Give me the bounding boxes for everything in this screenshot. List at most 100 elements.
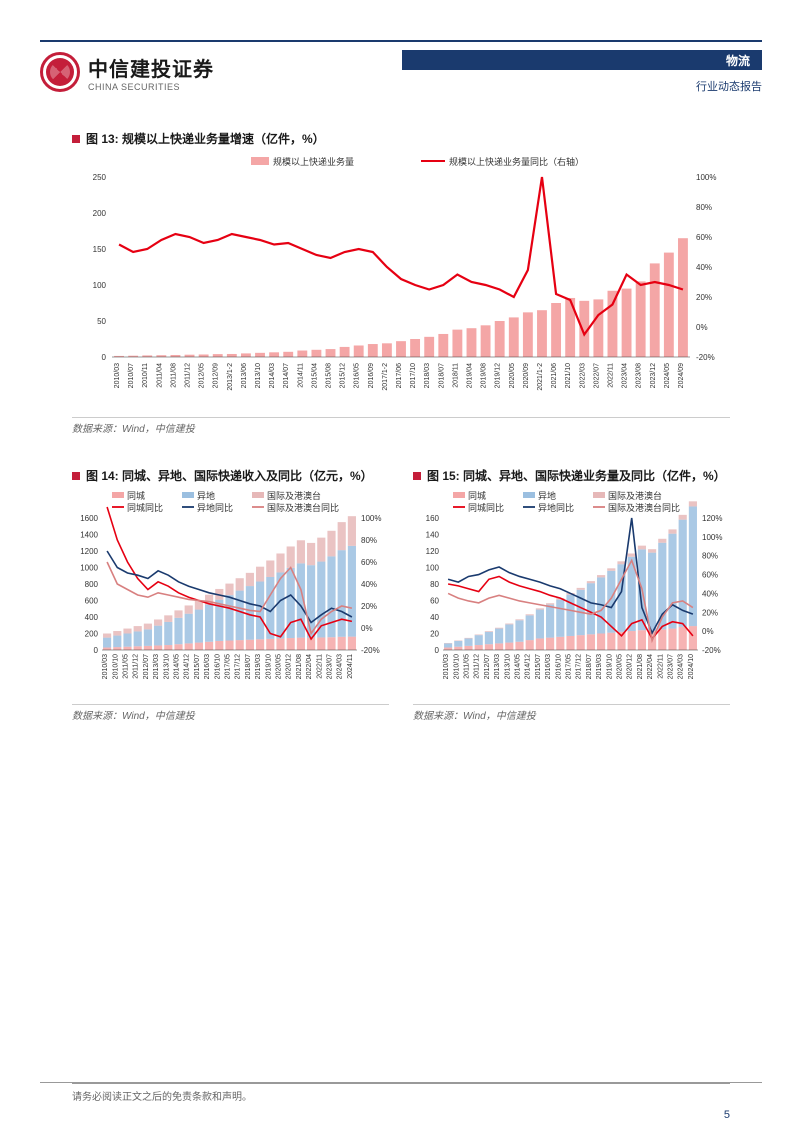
svg-text:2015/04: 2015/04 (311, 363, 318, 388)
svg-text:-20%: -20% (361, 646, 380, 655)
svg-text:2011/12: 2011/12 (185, 363, 192, 388)
svg-text:2022/11: 2022/11 (316, 654, 323, 679)
svg-text:0%: 0% (696, 323, 708, 332)
svg-text:120: 120 (426, 547, 440, 556)
svg-text:2021/06: 2021/06 (551, 363, 558, 388)
svg-text:150: 150 (93, 245, 107, 254)
svg-text:120%: 120% (702, 514, 722, 523)
svg-text:2021/10: 2021/10 (565, 363, 572, 388)
brand-logo-icon (40, 52, 80, 92)
svg-text:异地同比: 异地同比 (538, 502, 574, 513)
svg-text:2016/03: 2016/03 (545, 654, 552, 679)
svg-text:2012/09: 2012/09 (213, 363, 220, 388)
svg-text:2011/12: 2011/12 (133, 654, 140, 679)
brand-name-cn: 中信建投证券 (88, 53, 214, 82)
svg-text:-20%: -20% (696, 353, 715, 362)
svg-text:2021/1-2: 2021/1-2 (537, 363, 544, 391)
chart15-svg: 同城异地国际及港澳台同城同比异地同比国际及港澳台同比02040608010012… (413, 490, 730, 700)
svg-text:2011/08: 2011/08 (170, 363, 177, 388)
svg-text:2019/04: 2019/04 (466, 363, 473, 388)
chart13-wrap: 图 13: 规模以上快递业务量增速（亿件，%） 规模以上快递业务量规模以上快递业… (72, 130, 730, 435)
chart15-source: 数据来源：Wind，中信建投 (413, 704, 730, 722)
svg-text:2023/07: 2023/07 (327, 654, 334, 679)
svg-text:2020/12: 2020/12 (286, 654, 293, 679)
svg-text:2010/03: 2010/03 (443, 654, 450, 679)
svg-text:100: 100 (93, 281, 107, 290)
svg-text:2013/03: 2013/03 (494, 654, 501, 679)
chart13-title: 图 13: 规模以上快递业务量增速（亿件，%） (86, 130, 325, 147)
svg-text:2022/11: 2022/11 (657, 654, 664, 679)
svg-text:2014/07: 2014/07 (283, 363, 290, 388)
svg-text:2018/07: 2018/07 (245, 654, 252, 679)
svg-text:2015/08: 2015/08 (326, 363, 333, 388)
svg-text:同城: 同城 (127, 491, 145, 501)
chart14-source: 数据来源：Wind，中信建投 (72, 704, 389, 722)
svg-text:2022/07: 2022/07 (593, 363, 600, 388)
page-content: 图 13: 规模以上快递业务量增速（亿件，%） 规模以上快递业务量规模以上快递业… (72, 130, 730, 754)
svg-text:2022/04: 2022/04 (647, 654, 654, 679)
svg-text:2019/03: 2019/03 (255, 654, 262, 679)
svg-text:60%: 60% (361, 558, 377, 567)
svg-text:40%: 40% (361, 580, 377, 589)
svg-text:2024/05: 2024/05 (664, 363, 671, 388)
svg-text:60%: 60% (696, 233, 712, 242)
svg-text:2024/03: 2024/03 (678, 654, 685, 679)
svg-text:0%: 0% (702, 627, 714, 636)
svg-text:规模以上快递业务量: 规模以上快递业务量 (273, 156, 354, 167)
chart14-svg: 同城异地国际及港澳台同城同比异地同比国际及港澳台同比02004006008001… (72, 490, 389, 700)
chart14-bullet-icon (72, 472, 80, 480)
svg-text:2023/08: 2023/08 (636, 363, 643, 388)
svg-text:国际及港澳台: 国际及港澳台 (267, 490, 321, 501)
svg-text:规模以上快递业务量同比（右轴）: 规模以上快递业务量同比（右轴） (449, 156, 584, 167)
svg-text:2010/11: 2010/11 (142, 363, 149, 388)
svg-text:2024/09: 2024/09 (678, 363, 685, 388)
svg-text:2014/03: 2014/03 (269, 363, 276, 388)
svg-text:100%: 100% (696, 173, 716, 182)
svg-text:2013/10: 2013/10 (255, 363, 262, 388)
svg-text:1600: 1600 (80, 514, 98, 523)
svg-text:2016/09: 2016/09 (368, 363, 375, 388)
svg-text:同城: 同城 (468, 491, 486, 501)
svg-text:80%: 80% (361, 536, 377, 545)
svg-text:2020/05: 2020/05 (276, 654, 283, 679)
svg-text:200: 200 (93, 209, 107, 218)
svg-text:250: 250 (93, 173, 107, 182)
svg-text:2017/05: 2017/05 (566, 654, 573, 679)
svg-text:2022/11: 2022/11 (607, 363, 614, 388)
svg-text:40: 40 (430, 613, 439, 622)
brand-logo-block: 中信建投证券 CHINA SECURITIES (40, 52, 214, 92)
svg-text:2010/03: 2010/03 (102, 654, 109, 679)
svg-text:2010/10: 2010/10 (453, 654, 460, 679)
svg-text:0%: 0% (361, 624, 373, 633)
svg-text:40%: 40% (702, 589, 718, 598)
svg-text:100: 100 (426, 564, 440, 573)
svg-text:2011/12: 2011/12 (474, 654, 481, 679)
svg-text:100%: 100% (702, 533, 722, 542)
svg-text:0: 0 (102, 353, 107, 362)
svg-text:2022/04: 2022/04 (306, 654, 313, 679)
svg-text:2014/05: 2014/05 (174, 654, 181, 679)
page-footer: 请务必阅读正文之后的免责条款和声明。 (72, 1083, 730, 1103)
header-report-type: 行业动态报告 (696, 78, 762, 94)
svg-text:20%: 20% (361, 602, 377, 611)
svg-text:2017/06: 2017/06 (396, 363, 403, 388)
svg-text:2023/04: 2023/04 (622, 363, 629, 388)
svg-text:400: 400 (85, 613, 99, 622)
svg-text:2019/03: 2019/03 (596, 654, 603, 679)
chart14-title: 图 14: 同城、异地、国际快递收入及同比（亿元，%） (86, 467, 373, 484)
svg-text:2016/10: 2016/10 (555, 654, 562, 679)
svg-text:2010/10: 2010/10 (112, 654, 119, 679)
svg-text:异地: 异地 (538, 490, 556, 501)
svg-text:50: 50 (97, 317, 106, 326)
svg-text:60%: 60% (702, 571, 718, 580)
svg-text:2014/05: 2014/05 (515, 654, 522, 679)
svg-text:2020/12: 2020/12 (627, 654, 634, 679)
svg-text:2014/11: 2014/11 (297, 363, 304, 388)
chart13-svg: 规模以上快递业务量 规模以上快递业务量同比（右轴） 0 50 100 150 200 250 -… (72, 153, 730, 413)
svg-text:2020/05: 2020/05 (509, 363, 516, 388)
svg-text:100%: 100% (361, 514, 381, 523)
svg-text:2011/04: 2011/04 (156, 363, 163, 388)
svg-text:1000: 1000 (80, 564, 98, 573)
svg-text:2012/05: 2012/05 (199, 363, 206, 388)
svg-text:80: 80 (430, 580, 439, 589)
